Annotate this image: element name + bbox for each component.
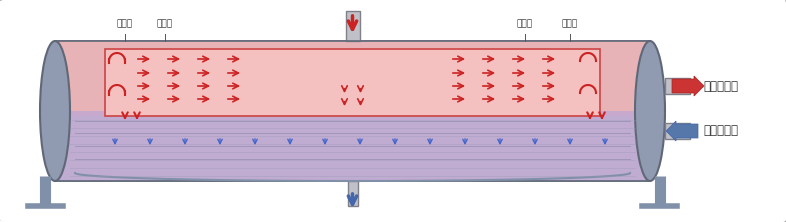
- FancyArrow shape: [672, 76, 704, 96]
- Bar: [346, 11, 359, 41]
- Text: 过滤网: 过滤网: [562, 19, 578, 28]
- Bar: [55, 41, 650, 181]
- Ellipse shape: [40, 41, 70, 181]
- Text: 冷却水出口: 冷却水出口: [703, 79, 738, 93]
- Text: 过滤网: 过滤网: [117, 19, 133, 28]
- FancyArrow shape: [666, 121, 698, 141]
- Bar: [105, 49, 600, 116]
- Ellipse shape: [635, 41, 665, 181]
- Bar: [347, 181, 358, 206]
- Text: 过滤网: 过滤网: [517, 19, 533, 28]
- Bar: [55, 41, 650, 116]
- Bar: [665, 78, 690, 94]
- Text: 冷却水进口: 冷却水进口: [703, 125, 738, 137]
- Text: 过滤网: 过滤网: [157, 19, 173, 28]
- Bar: [665, 123, 690, 139]
- Bar: [55, 111, 650, 181]
